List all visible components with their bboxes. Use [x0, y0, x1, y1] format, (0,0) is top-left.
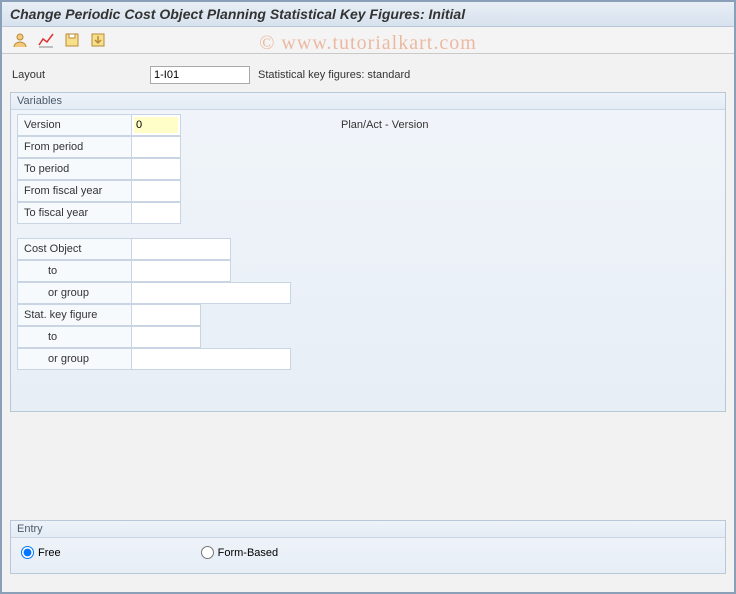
- version-desc: Plan/Act - Version: [341, 114, 428, 136]
- version-input[interactable]: [134, 117, 178, 133]
- to-fy-input[interactable]: [134, 205, 178, 221]
- from-period-label: From period: [17, 136, 131, 158]
- entry-free-option[interactable]: Free: [21, 546, 61, 559]
- skf-to-label: to: [17, 326, 131, 348]
- entry-free-label: Free: [38, 547, 61, 559]
- variables-title: Variables: [11, 93, 725, 110]
- skf-label: Stat. key figure: [17, 304, 131, 326]
- from-fy-input[interactable]: [134, 183, 178, 199]
- co-to-input[interactable]: [134, 263, 228, 279]
- layout-input[interactable]: [150, 66, 250, 84]
- version-label: Version: [17, 114, 131, 136]
- user-icon[interactable]: [10, 31, 30, 49]
- get-variant-icon[interactable]: [88, 31, 108, 49]
- entry-title: Entry: [11, 521, 725, 538]
- skf-input[interactable]: [134, 307, 198, 323]
- from-fy-label: From fiscal year: [17, 180, 131, 202]
- skf-group-label: or group: [17, 348, 131, 370]
- toolbar: [2, 27, 734, 54]
- co-group-label: or group: [17, 282, 131, 304]
- entry-free-radio[interactable]: [21, 546, 34, 559]
- from-period-input[interactable]: [134, 139, 178, 155]
- entry-group: Entry Free Form-Based: [10, 520, 726, 574]
- cost-object-label: Cost Object: [17, 238, 131, 260]
- co-to-label: to: [17, 260, 131, 282]
- chart-icon[interactable]: [36, 31, 56, 49]
- variables-group: Variables Version Plan/Act - Version Fro…: [10, 92, 726, 412]
- entry-form-radio[interactable]: [201, 546, 214, 559]
- layout-label: Layout: [10, 69, 150, 81]
- co-group-input[interactable]: [134, 285, 288, 301]
- window-title: Change Periodic Cost Object Planning Sta…: [2, 2, 734, 27]
- skf-to-input[interactable]: [134, 329, 198, 345]
- to-period-input[interactable]: [134, 161, 178, 177]
- layout-desc: Statistical key figures: standard: [258, 69, 410, 81]
- cost-object-input[interactable]: [134, 241, 228, 257]
- to-fy-label: To fiscal year: [17, 202, 131, 224]
- to-period-label: To period: [17, 158, 131, 180]
- skf-group-input[interactable]: [134, 351, 288, 367]
- entry-form-option[interactable]: Form-Based: [201, 546, 279, 559]
- entry-form-label: Form-Based: [218, 547, 279, 559]
- save-variant-icon[interactable]: [62, 31, 82, 49]
